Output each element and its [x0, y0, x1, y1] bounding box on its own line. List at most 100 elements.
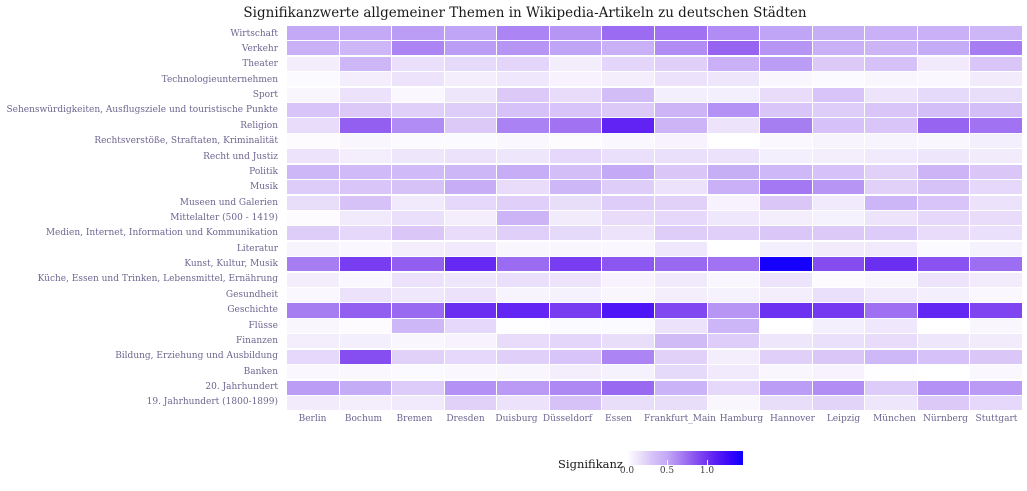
y-axis-label: Literatur	[236, 243, 278, 254]
heatmap-cell	[549, 395, 602, 410]
heatmap-cell	[707, 334, 760, 349]
heatmap-cell	[602, 380, 654, 395]
y-axis-label: Sehenswürdigkeiten, Ausflugsziele und to…	[6, 105, 279, 116]
heatmap-cell	[917, 26, 970, 41]
heatmap-cell	[287, 226, 339, 241]
heatmap-cell	[970, 365, 1022, 380]
y-axis-label: Gesundheit	[225, 289, 278, 300]
heatmap-cell	[707, 118, 760, 133]
heatmap-cell	[444, 118, 497, 133]
heatmap-cell	[655, 26, 707, 41]
heatmap-cell	[497, 164, 549, 179]
heatmap-cell	[707, 380, 760, 395]
heatmap-cell	[707, 210, 760, 225]
heatmap-cell	[865, 56, 917, 71]
heatmap-cell	[707, 195, 760, 210]
legend-tick-label: 0.0	[619, 466, 635, 476]
y-axis-label: 20. Jahrhundert	[205, 381, 278, 392]
heatmap-cell	[287, 72, 339, 87]
heatmap-cell	[917, 272, 970, 287]
heatmap-cell	[655, 257, 707, 272]
y-axis-label: Flüsse	[248, 320, 278, 331]
heatmap-cell	[339, 164, 392, 179]
heatmap-cell	[970, 241, 1022, 256]
heatmap-cell	[287, 210, 339, 225]
heatmap-cell	[392, 149, 444, 164]
heatmap-cell	[970, 395, 1022, 410]
heatmap-cell	[392, 41, 444, 56]
heatmap-cell	[549, 56, 602, 71]
heatmap-cell	[444, 133, 497, 148]
heatmap-cell	[497, 318, 549, 333]
heatmap-cell	[865, 210, 917, 225]
x-axis-label: Stuttgart	[975, 414, 1018, 424]
legend-tick-mark	[627, 460, 628, 466]
y-axis-label: Sport	[252, 90, 278, 101]
heatmap-cell	[497, 226, 549, 241]
heatmap-cell	[655, 118, 707, 133]
heatmap-cell	[287, 87, 339, 102]
heatmap-cell	[865, 272, 917, 287]
heatmap-cell	[339, 210, 392, 225]
y-axis-label: Religion	[240, 120, 278, 131]
y-axis-label: Medien, Internet, Information und Kommun…	[45, 228, 278, 239]
heatmap-cell	[287, 318, 339, 333]
heatmap-cell	[392, 241, 444, 256]
heatmap-cell	[865, 195, 917, 210]
heatmap-cell	[497, 365, 549, 380]
heatmap-cell	[917, 349, 970, 364]
heatmap-cell	[444, 303, 497, 318]
y-axis-label: Rechtsverstöße, Straftaten, Kriminalität	[94, 136, 278, 147]
y-axis-label: Mittelalter (500 - 1419)	[170, 212, 278, 223]
heatmap-cell	[497, 118, 549, 133]
heatmap-cell	[287, 257, 339, 272]
heatmap-cell	[917, 395, 970, 410]
heatmap-cell	[602, 241, 654, 256]
heatmap-cell	[865, 133, 917, 148]
heatmap-cell	[444, 103, 497, 118]
heatmap-cell	[970, 164, 1022, 179]
heatmap-cell	[917, 365, 970, 380]
heatmap-cell	[497, 380, 549, 395]
heatmap-cell	[444, 349, 497, 364]
heatmap-cell	[707, 133, 760, 148]
heatmap-cell	[865, 288, 917, 303]
y-axis-label: Kunst, Kultur, Musik	[184, 259, 278, 270]
heatmap-cell	[602, 257, 654, 272]
heatmap-cell	[392, 180, 444, 195]
heatmap-cell	[339, 118, 392, 133]
heatmap-cell	[655, 226, 707, 241]
heatmap-cell	[549, 103, 602, 118]
heatmap-cell	[287, 103, 339, 118]
heatmap-cell	[865, 26, 917, 41]
heatmap-cell	[970, 72, 1022, 87]
heatmap-cell	[707, 303, 760, 318]
heatmap-cell	[655, 56, 707, 71]
heatmap-cell	[655, 303, 707, 318]
heatmap-cell	[760, 26, 812, 41]
heatmap-cell	[812, 195, 865, 210]
heatmap-cell	[917, 133, 970, 148]
heatmap-cell	[970, 41, 1022, 56]
heatmap-cell	[549, 303, 602, 318]
heatmap-cell	[549, 365, 602, 380]
heatmap-cell	[760, 164, 812, 179]
chart-title: Signifikanzwerte allgemeiner Themen in W…	[243, 5, 807, 21]
legend-gradient-bar	[627, 451, 743, 465]
heatmap-cell	[707, 349, 760, 364]
heatmap-cell	[602, 288, 654, 303]
heatmap-cell	[497, 41, 549, 56]
heatmap-cell	[444, 257, 497, 272]
heatmap-cell	[970, 210, 1022, 225]
y-axis-label: Finanzen	[236, 335, 278, 346]
heatmap-cell	[970, 149, 1022, 164]
heatmap-cell	[865, 103, 917, 118]
heatmap-cell	[865, 318, 917, 333]
heatmap-cell	[549, 149, 602, 164]
heatmap-cell	[497, 180, 549, 195]
x-axis-label: Bochum	[344, 414, 383, 424]
heatmap-cell	[812, 180, 865, 195]
heatmap-cell	[287, 365, 339, 380]
heatmap-cell	[707, 257, 760, 272]
heatmap-cell	[392, 103, 444, 118]
